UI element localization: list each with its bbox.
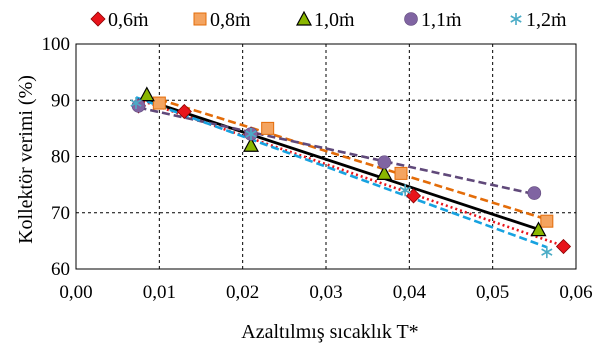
legend-item: 1,0ṁ <box>295 9 355 31</box>
data-point <box>527 186 542 200</box>
data-point <box>394 166 408 180</box>
legend-item: 1,1ṁ <box>404 9 462 31</box>
legend-label: 1,0ṁ <box>314 9 355 31</box>
data-point <box>540 214 554 228</box>
y-tick-label: 60 <box>51 259 70 280</box>
y-tick-label: 70 <box>51 203 70 224</box>
data-point <box>138 86 155 102</box>
x-tick-label: 0,04 <box>393 282 427 303</box>
data-point <box>261 121 275 135</box>
data-point <box>555 238 572 255</box>
x-tick-label: 0,00 <box>59 282 92 303</box>
legend-item: 0,8ṁ <box>193 9 251 31</box>
legend-item: 0,6ṁ <box>90 9 149 31</box>
data-point <box>530 221 547 237</box>
legend: 0,6ṁ 0,8ṁ 1,0ṁ 1,1ṁ 1,2ṁ <box>90 9 567 31</box>
trendline <box>135 96 548 249</box>
trendline <box>158 98 548 221</box>
legend-marker <box>90 11 106 27</box>
x-tick-label: 0,02 <box>226 282 259 303</box>
data-point <box>399 184 411 197</box>
plot-area <box>75 43 577 270</box>
data-point <box>541 246 553 259</box>
trendlines <box>135 96 564 249</box>
x-axis-title: Azaltılmış sıcaklık T* <box>241 321 418 343</box>
data-point <box>376 165 393 180</box>
legend-marker <box>404 12 418 26</box>
y-axis-ticks: 60 70 80 90 100 <box>42 34 71 280</box>
legend-marker <box>193 12 207 26</box>
y-tick-label: 80 <box>51 147 70 168</box>
legend-label: 0,8ṁ <box>210 9 251 31</box>
legend-item: 1,2ṁ <box>510 9 567 31</box>
x-axis-ticks: 0,00 0,01 0,02 0,03 0,04 0,05 0,06 <box>59 282 592 303</box>
x-tick-label: 0,06 <box>559 282 592 303</box>
legend-label: 1,2ṁ <box>526 9 567 31</box>
y-axis-title: Kollektör verimi (%) <box>15 75 37 244</box>
y-tick-label: 90 <box>51 90 70 111</box>
data-markers <box>130 86 572 259</box>
x-tick-label: 0,05 <box>476 282 509 303</box>
x-tick-label: 0,01 <box>143 282 176 303</box>
y-tick-label: 100 <box>42 34 71 55</box>
legend-marker <box>295 10 313 26</box>
legend-label: 1,1ṁ <box>421 9 462 31</box>
legend-marker <box>510 13 522 25</box>
data-point <box>377 155 392 169</box>
data-point <box>130 97 142 110</box>
legend-label: 0,6ṁ <box>108 9 149 31</box>
trendline <box>146 99 539 231</box>
data-point <box>176 103 192 120</box>
data-point <box>245 128 257 140</box>
grid <box>76 44 576 269</box>
data-point <box>152 96 166 110</box>
x-tick-label: 0,03 <box>309 282 342 303</box>
data-point <box>242 136 260 152</box>
